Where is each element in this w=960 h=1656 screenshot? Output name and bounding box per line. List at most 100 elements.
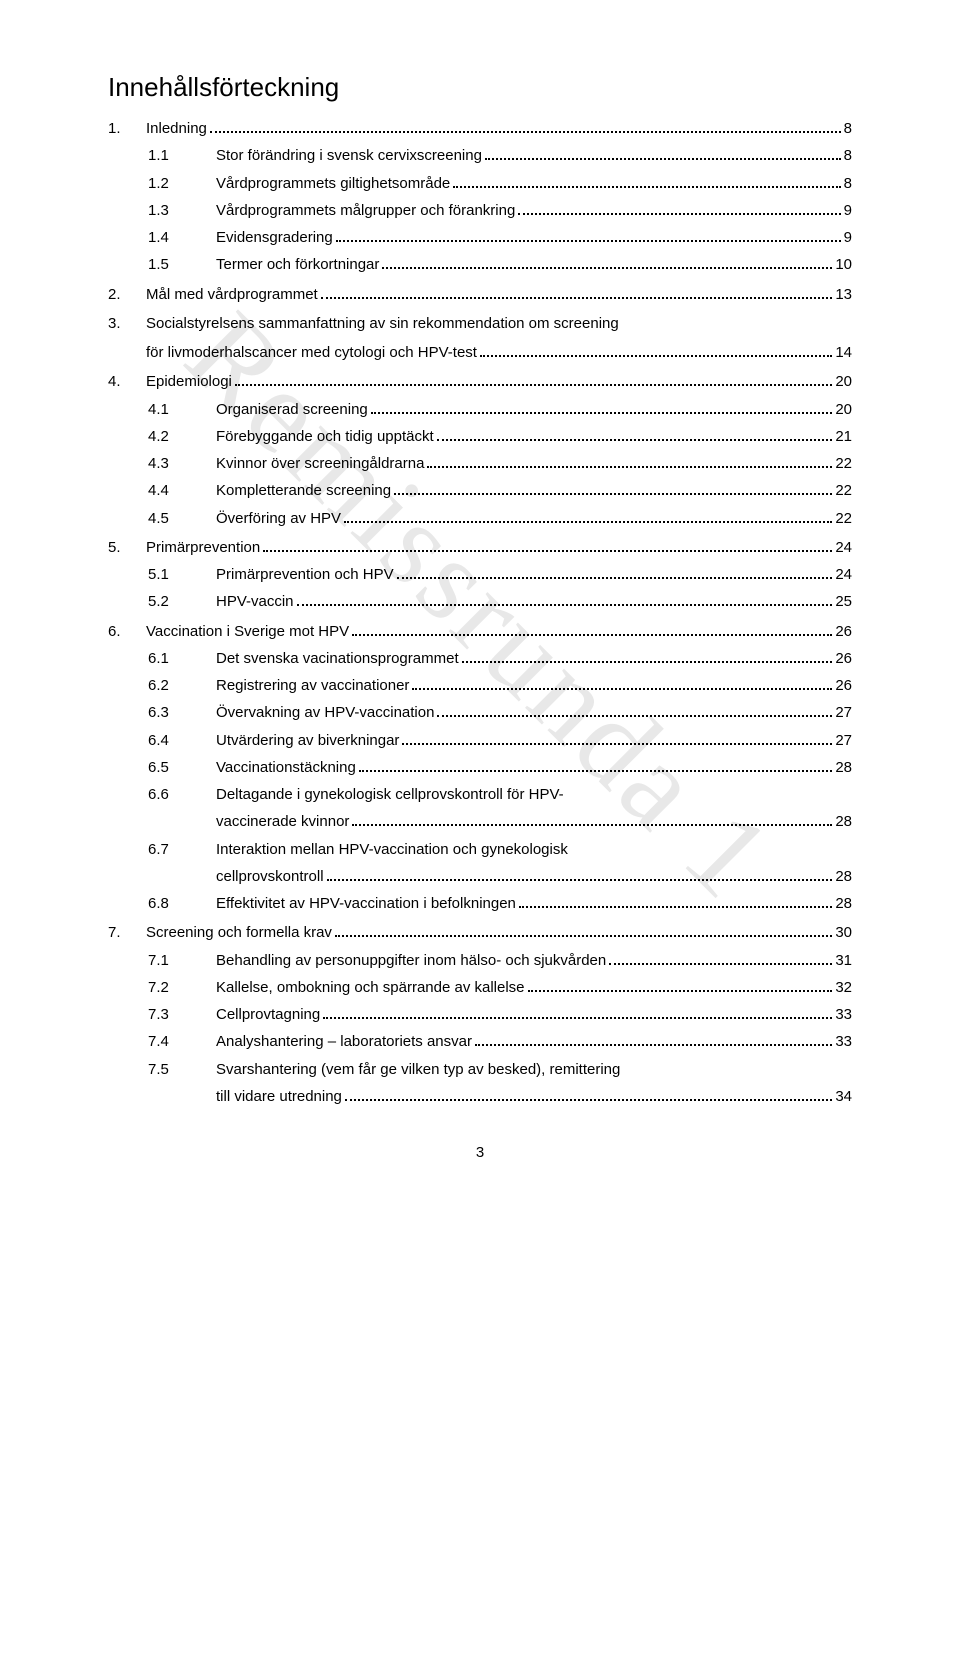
toc-page: 22 — [835, 507, 852, 530]
toc-entry: 6.Vaccination i Sverige mot HPV 26 — [108, 620, 852, 643]
toc-number: 6.6 — [148, 783, 216, 806]
toc-number: 1.1 — [148, 144, 216, 167]
toc-leader — [397, 577, 833, 579]
toc-text: Vårdprogrammets målgrupper och förankrin… — [216, 199, 515, 222]
toc-number: 5.2 — [148, 590, 216, 613]
toc-text: Det svenska vacinationsprogrammet — [216, 647, 459, 670]
toc-text: Analyshantering – laboratoriets ansvar — [216, 1030, 472, 1053]
toc-number: 1.5 — [148, 253, 216, 276]
toc-text: Evidensgradering — [216, 226, 333, 249]
toc-number: 1.2 — [148, 172, 216, 195]
toc-leader — [210, 131, 841, 133]
toc-entry: 2.Mål med vårdprogrammet13 — [108, 283, 852, 306]
toc-page: 28 — [835, 892, 852, 915]
toc-leader — [402, 743, 832, 745]
toc-number: 4.5 — [148, 507, 216, 530]
toc-page: 26 — [835, 620, 852, 643]
toc-entry-continuation: vaccinerade kvinnor28 — [108, 810, 852, 833]
toc-number: 6. — [108, 620, 146, 643]
toc-page: 27 — [835, 729, 852, 752]
toc-page: 33 — [835, 1030, 852, 1053]
toc-page: 26 — [835, 674, 852, 697]
toc-number: 6.5 — [148, 756, 216, 779]
toc-page: 32 — [835, 976, 852, 999]
toc-text: Cellprovtagning — [216, 1003, 320, 1026]
toc-page: 25 — [835, 590, 852, 613]
toc-entry: 7.3Cellprovtagning 33 — [108, 1003, 852, 1026]
toc-text: Inledning — [146, 117, 207, 140]
toc-text: Termer och förkortningar — [216, 253, 379, 276]
toc-text: Övervakning av HPV-vaccination — [216, 701, 434, 724]
toc-text: Vaccination i Sverige mot HPV — [146, 620, 349, 643]
toc-entry: 1.5Termer och förkortningar 10 — [108, 253, 852, 276]
toc-entry: 6.3Övervakning av HPV-vaccination27 — [108, 701, 852, 724]
toc-text: Deltagande i gynekologisk cellprovskontr… — [216, 783, 564, 806]
toc-text: Kvinnor över screeningåldrarna — [216, 452, 424, 475]
toc-number: 4.3 — [148, 452, 216, 475]
toc-leader — [412, 688, 832, 690]
toc-number: 7.1 — [148, 949, 216, 972]
toc-number: 6.7 — [148, 838, 216, 861]
toc-page: 13 — [835, 283, 852, 306]
toc-number: 7.3 — [148, 1003, 216, 1026]
toc-entry: 6.7Interaktion mellan HPV-vaccination oc… — [108, 838, 852, 861]
toc-text: för livmoderhalscancer med cytologi och … — [146, 341, 477, 364]
toc-entry-continuation: till vidare utredning34 — [108, 1085, 852, 1108]
toc-number: 7. — [108, 921, 146, 944]
toc-page: 24 — [835, 536, 852, 559]
toc-entry: 5.1Primärprevention och HPV24 — [108, 563, 852, 586]
toc-page: 31 — [835, 949, 852, 972]
toc-list: 1.Inledning 8 1.1Stor förändring i svensk … — [108, 117, 852, 1108]
toc-page: 33 — [835, 1003, 852, 1026]
toc-entry: 1.4Evidensgradering9 — [108, 226, 852, 249]
toc-text: Mål med vårdprogrammet — [146, 283, 318, 306]
toc-leader — [609, 963, 832, 965]
toc-number: 1. — [108, 117, 146, 140]
toc-leader — [453, 186, 840, 188]
toc-page: 22 — [835, 452, 852, 475]
toc-page: 8 — [844, 172, 852, 195]
toc-page: 20 — [835, 370, 852, 393]
toc-text: Förebyggande och tidig upptäckt — [216, 425, 434, 448]
toc-text: Kompletterande screening — [216, 479, 391, 502]
toc-number: 6.8 — [148, 892, 216, 915]
toc-leader — [485, 158, 841, 160]
toc-text: Behandling av personuppgifter inom hälso… — [216, 949, 606, 972]
toc-text: Kallelse, ombokning och spärrande av kal… — [216, 976, 525, 999]
toc-page: 10 — [835, 253, 852, 276]
toc-title: Innehållsförteckning — [108, 72, 852, 103]
toc-leader — [263, 550, 832, 552]
toc-entry-continuation: för livmoderhalscancer med cytologi och … — [108, 341, 852, 364]
toc-leader — [462, 661, 833, 663]
toc-text: Screening och formella krav — [146, 921, 332, 944]
toc-text: Stor förändring i svensk cervixscreening — [216, 144, 482, 167]
toc-leader — [336, 240, 841, 242]
toc-page: 9 — [844, 199, 852, 222]
toc-leader — [352, 824, 832, 826]
toc-leader — [297, 604, 833, 606]
toc-leader — [323, 1017, 832, 1019]
toc-content: Innehållsförteckning 1.Inledning 8 1.1Stor… — [108, 72, 852, 1161]
toc-leader — [519, 906, 832, 908]
toc-number: 3. — [108, 312, 146, 335]
toc-page: 20 — [835, 398, 852, 421]
toc-text: Vaccinationstäckning — [216, 756, 356, 779]
toc-leader — [427, 466, 832, 468]
toc-page: 9 — [844, 226, 852, 249]
toc-page: 8 — [844, 144, 852, 167]
toc-text: vaccinerade kvinnor — [216, 810, 349, 833]
toc-number: 4.1 — [148, 398, 216, 421]
toc-text: till vidare utredning — [216, 1085, 342, 1108]
toc-text: Socialstyrelsens sammanfattning av sin r… — [146, 312, 619, 335]
toc-entry: 6.8Effektivitet av HPV-vaccination i bef… — [108, 892, 852, 915]
toc-text: Svarshantering (vem får ge vilken typ av… — [216, 1058, 620, 1081]
toc-text: Primärprevention och HPV — [216, 563, 394, 586]
toc-text: Interaktion mellan HPV-vaccination och g… — [216, 838, 568, 861]
toc-text: HPV-vaccin — [216, 590, 294, 613]
toc-page: 8 — [844, 117, 852, 140]
toc-entry: 4.1Organiserad screening20 — [108, 398, 852, 421]
toc-entry: 7.Screening och formella krav30 — [108, 921, 852, 944]
toc-entry: 1.Inledning 8 — [108, 117, 852, 140]
toc-page: 27 — [835, 701, 852, 724]
toc-page: 22 — [835, 479, 852, 502]
